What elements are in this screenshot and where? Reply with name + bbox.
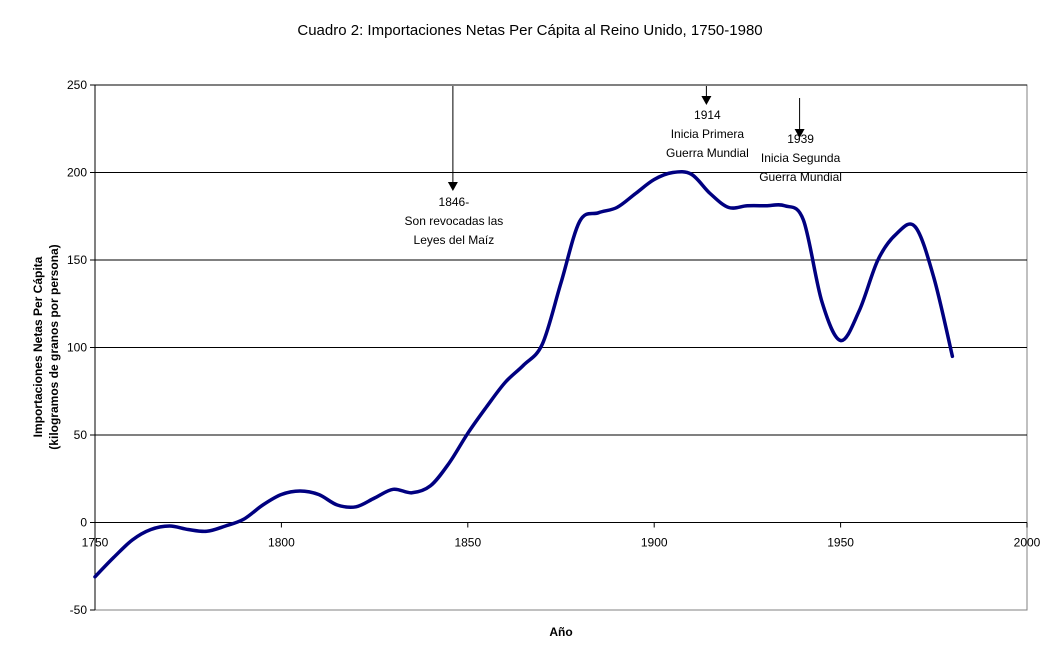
y-tick-label-250: 250 — [67, 78, 87, 92]
annotation-arrowhead-1939 — [794, 129, 805, 138]
annotation-text-1914-3: Guerra Mundial — [666, 146, 749, 160]
annotation-text-1846-3: Leyes del Maíz — [414, 233, 495, 247]
annotation-1939: 1939 Inicia Segunda Guerra Mundial — [759, 98, 842, 184]
annotations: 1846- Son revocadas las Leyes del Maíz 1914… — [405, 86, 842, 247]
annotation-arrowhead-1846 — [447, 182, 458, 191]
x-tick-label-1900: 1900 — [641, 536, 668, 550]
series-imports — [93, 170, 955, 579]
y-tick-label-0: 0 — [80, 516, 87, 530]
annotation-text-1846-1: 1846- — [439, 195, 470, 209]
x-tick-label-1850: 1850 — [454, 536, 481, 550]
x-tick-label-1950: 1950 — [827, 536, 854, 550]
gridlines — [95, 84, 1027, 436]
y-tick-label-200: 200 — [67, 166, 87, 180]
y-axis-label-line-2: (kilogramos de granos por persona) — [47, 244, 61, 450]
y-tick-label-150: 150 — [67, 253, 87, 267]
annotation-text-1939-3: Guerra Mundial — [759, 170, 842, 184]
annotation-1846: 1846- Son revocadas las Leyes del Maíz — [405, 86, 504, 247]
x-tick-label-2000: 2000 — [1014, 536, 1041, 550]
y-tick-label--50: -50 — [70, 603, 88, 617]
annotation-arrowhead-1914 — [701, 96, 712, 105]
annotation-text-1914-2: Inicia Primera — [671, 127, 745, 141]
x-axis-label: Año — [549, 625, 573, 639]
y-tick-label-100: 100 — [67, 341, 87, 355]
chart-title: Cuadro 2: Importaciones Netas Per Cápita… — [297, 22, 763, 39]
annotation-text-1846-2: Son revocadas las — [405, 214, 504, 228]
annotation-text-1939-2: Inicia Segunda — [761, 151, 841, 165]
y-axis-label-line-1: Importaciones Netas Per Cápita — [31, 256, 45, 438]
series-line — [93, 170, 955, 579]
annotation-text-1914-1: 1914 — [694, 108, 721, 122]
tick-labels: 1750 1800 1850 1900 1950 2000 -50 0 50 100 150 200 2… — [67, 78, 1041, 617]
x-tick-label-1750: 1750 — [82, 536, 109, 550]
x-tick-label-1800: 1800 — [268, 536, 295, 550]
annotation-text-1939-1: 1939 — [787, 132, 814, 146]
y-tick-label-50: 50 — [74, 428, 88, 442]
annotation-1914: 1914 Inicia Primera Guerra Mundial — [666, 86, 749, 160]
